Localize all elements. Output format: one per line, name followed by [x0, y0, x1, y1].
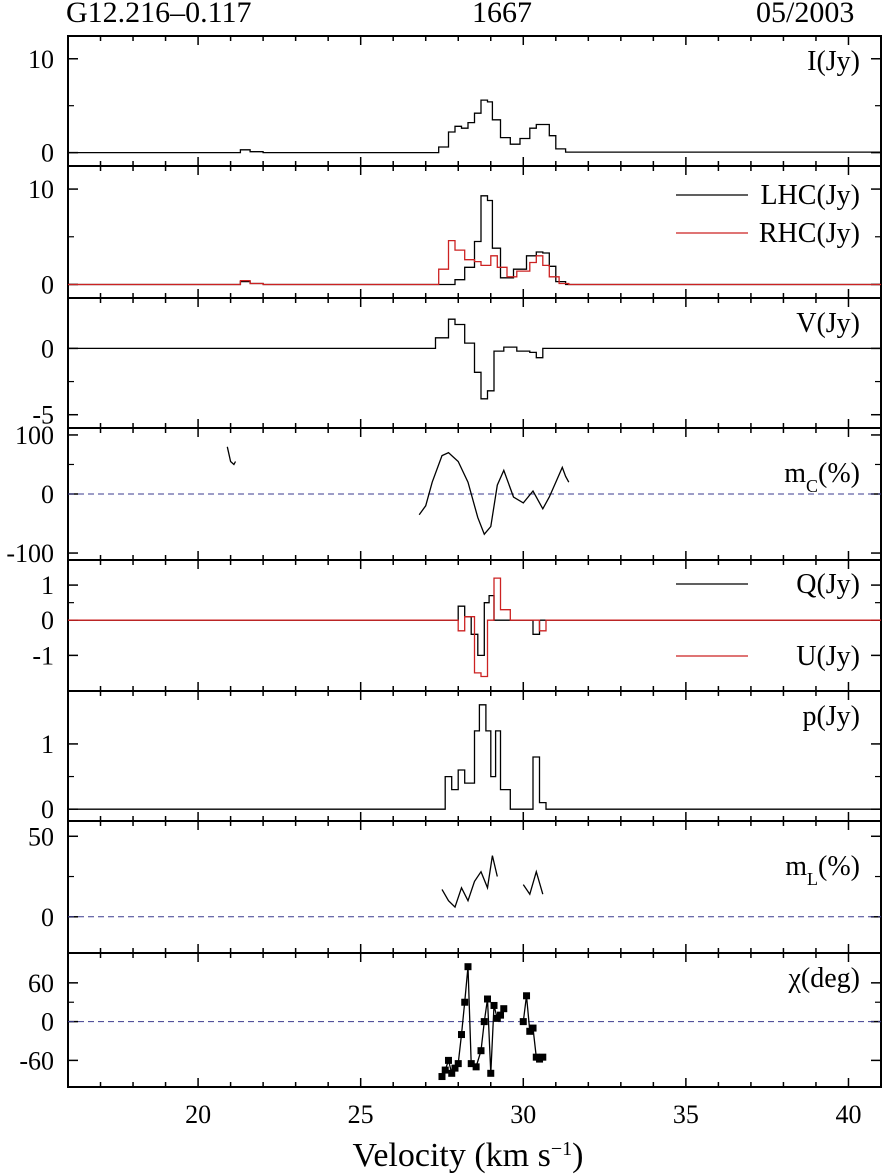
- x-tick-label: 25: [348, 1100, 374, 1129]
- chi-data-point: [484, 995, 492, 1003]
- chi-data-point: [472, 1063, 480, 1071]
- series-line-mL: [522, 869, 544, 896]
- y-tick-label: 10: [28, 175, 54, 204]
- chi-data-point: [454, 1060, 462, 1068]
- series-line-p(Jy): [68, 704, 881, 810]
- legend-label-RHC(Jy): RHC(Jy): [759, 218, 860, 249]
- panel-label-p: p(Jy): [802, 701, 860, 732]
- chi-data-point: [523, 992, 531, 1000]
- y-tick-label: -1: [32, 641, 54, 670]
- chi-data-point: [448, 1069, 456, 1077]
- chi-data-point: [457, 1031, 465, 1039]
- x-tick-label: 35: [673, 1100, 699, 1129]
- y-tick-label: 0: [41, 795, 54, 824]
- panel-label-I: I(Jy): [807, 46, 860, 77]
- series-line-V(Jy): [68, 318, 881, 400]
- y-tick-label: 0: [41, 270, 54, 299]
- panel-label-main: m: [785, 851, 807, 882]
- panel-label-mC: mC(%): [784, 458, 860, 496]
- chi-data-point: [480, 1018, 488, 1026]
- panel-label-main: m: [784, 458, 806, 489]
- chi-data-point: [490, 1001, 498, 1009]
- x-tick-label: 40: [835, 1100, 861, 1129]
- panel-label-sub: C: [806, 476, 818, 496]
- chi-data-point: [444, 1056, 452, 1064]
- series-line-mL: [441, 855, 498, 909]
- y-tick-label: 0: [41, 334, 54, 363]
- series-line-RHC(Jy): [68, 239, 881, 286]
- panel-chi: 60 0 -60 χ(deg): [19, 952, 882, 1088]
- frequency-label: 1667: [472, 0, 532, 29]
- series-line-U(Jy): [68, 577, 881, 678]
- chi-data-point: [461, 998, 469, 1006]
- panel-mL: 50 0 mL(%): [28, 820, 882, 954]
- panel-I: 0 10 I(Jy): [28, 35, 882, 168]
- panel-V: 0 -5 V(Jy): [32, 297, 882, 430]
- panel-mC: 100 0 -100 mC(%): [6, 421, 882, 568]
- panel-p: 1 0 p(Jy): [41, 690, 882, 824]
- chi-data-point: [464, 963, 472, 971]
- y-tick-label: 60: [28, 969, 54, 998]
- chi-data-point: [539, 1053, 547, 1061]
- legend-label-U(Jy): U(Jy): [796, 641, 860, 672]
- x-tick-label: 30: [510, 1100, 536, 1129]
- panel-label-tail: (%): [818, 458, 860, 489]
- panel-label-chi: χ(deg): [787, 963, 860, 994]
- chi-data-point: [500, 1005, 508, 1013]
- x-axis-title: Velocity (km s−1): [353, 1137, 584, 1174]
- y-tick-label: 0: [41, 139, 54, 168]
- panel-LHC-RHC: 0 10 LHC(Jy) RHC(Jy): [28, 165, 882, 299]
- panels-group: 010 I(Jy)010 LHC(Jy)RHC(Jy)0-5V(Jy)1000-10…: [6, 35, 882, 1088]
- x-tick-label: 20: [185, 1100, 211, 1129]
- y-tick-label: -100: [6, 539, 54, 568]
- panel-frame: [67, 35, 882, 167]
- y-tick-label: 1: [41, 571, 54, 600]
- y-tick-label: 1: [41, 730, 54, 759]
- series-line-Q(Jy): [68, 594, 881, 657]
- y-tick-label: 0: [41, 903, 54, 932]
- y-tick-label: 0: [41, 1008, 54, 1037]
- date-label: 05/2003: [756, 0, 855, 29]
- chi-data-point: [487, 1069, 495, 1077]
- chi-data-point: [477, 1047, 485, 1055]
- y-tick-label: 0: [41, 480, 54, 509]
- chi-data-point: [529, 1024, 537, 1032]
- x-axis-group: 20 25 30 35 40: [185, 1100, 861, 1129]
- panel-label-mL: mL(%): [785, 851, 860, 889]
- y-tick-label: 0: [41, 606, 54, 635]
- panel-QU: 1 0 -1 Q(Jy) U(Jy): [32, 559, 882, 692]
- y-tick-label: 10: [28, 45, 54, 74]
- chi-data-point: [441, 1066, 449, 1074]
- x-axis-title-sup: −1: [551, 1138, 572, 1160]
- panel-label-sub: L: [807, 869, 818, 889]
- panel-frame: [67, 952, 882, 1088]
- series-line-mC: [226, 446, 237, 466]
- y-tick-label: -60: [19, 1046, 54, 1075]
- panel-label-tail: (%): [818, 851, 860, 882]
- y-tick-label: 100: [15, 421, 54, 450]
- chi-data-point: [451, 1064, 459, 1072]
- chi-data-point: [438, 1073, 446, 1081]
- y-tick-label: 50: [28, 822, 54, 851]
- panel-label-V: V(Jy): [796, 308, 860, 339]
- x-axis-title-main: Velocity (km s: [353, 1137, 551, 1174]
- chi-data-point: [519, 1018, 527, 1026]
- legend-label-LHC(Jy): LHC(Jy): [760, 180, 860, 211]
- legend-label-Q(Jy): Q(Jy): [796, 569, 860, 600]
- panel-frame: [67, 820, 882, 954]
- series-line-I(Jy): [68, 99, 882, 154]
- chi-data-point: [497, 1011, 505, 1019]
- chi-data-point: [467, 1060, 475, 1068]
- series-line-mC: [418, 451, 570, 536]
- y-tick-label: -5: [32, 401, 54, 430]
- x-axis-title-close: ): [572, 1137, 583, 1174]
- source-name: G12.216–0.117: [66, 0, 252, 29]
